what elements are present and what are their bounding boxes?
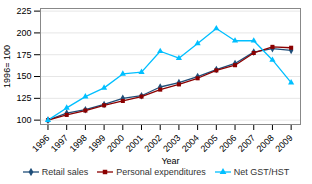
svg-text:2003: 2003 xyxy=(161,133,182,154)
svg-text:2009: 2009 xyxy=(273,133,294,154)
svg-text:2004: 2004 xyxy=(180,133,201,154)
svg-text:2008: 2008 xyxy=(255,133,276,154)
svg-text:2006: 2006 xyxy=(217,133,238,154)
svg-text:150: 150 xyxy=(16,71,31,81)
svg-text:2000: 2000 xyxy=(105,133,126,154)
html-text:Personal expenditures: Personal expenditures xyxy=(116,167,206,177)
svg-text:1999: 1999 xyxy=(86,133,107,154)
svg-text:2001: 2001 xyxy=(124,133,145,154)
svg-text:200: 200 xyxy=(16,28,31,38)
html-text:Retail sales: Retail sales xyxy=(41,167,89,177)
svg-text:125: 125 xyxy=(16,93,31,103)
svg-text:Year: Year xyxy=(161,156,179,166)
svg-text:1996= 100: 1996= 100 xyxy=(2,45,12,88)
svg-text:1997: 1997 xyxy=(49,133,70,154)
svg-text:2005: 2005 xyxy=(199,133,220,154)
svg-text:175: 175 xyxy=(16,50,31,60)
svg-text:100: 100 xyxy=(16,115,31,125)
svg-text:2007: 2007 xyxy=(236,133,257,154)
svg-text:225: 225 xyxy=(16,6,31,16)
html-text:Net GST/HST: Net GST/HST xyxy=(233,167,290,177)
svg-text:1996: 1996 xyxy=(30,133,51,154)
svg-text:1998: 1998 xyxy=(68,133,89,154)
svg-text:2002: 2002 xyxy=(142,133,163,154)
